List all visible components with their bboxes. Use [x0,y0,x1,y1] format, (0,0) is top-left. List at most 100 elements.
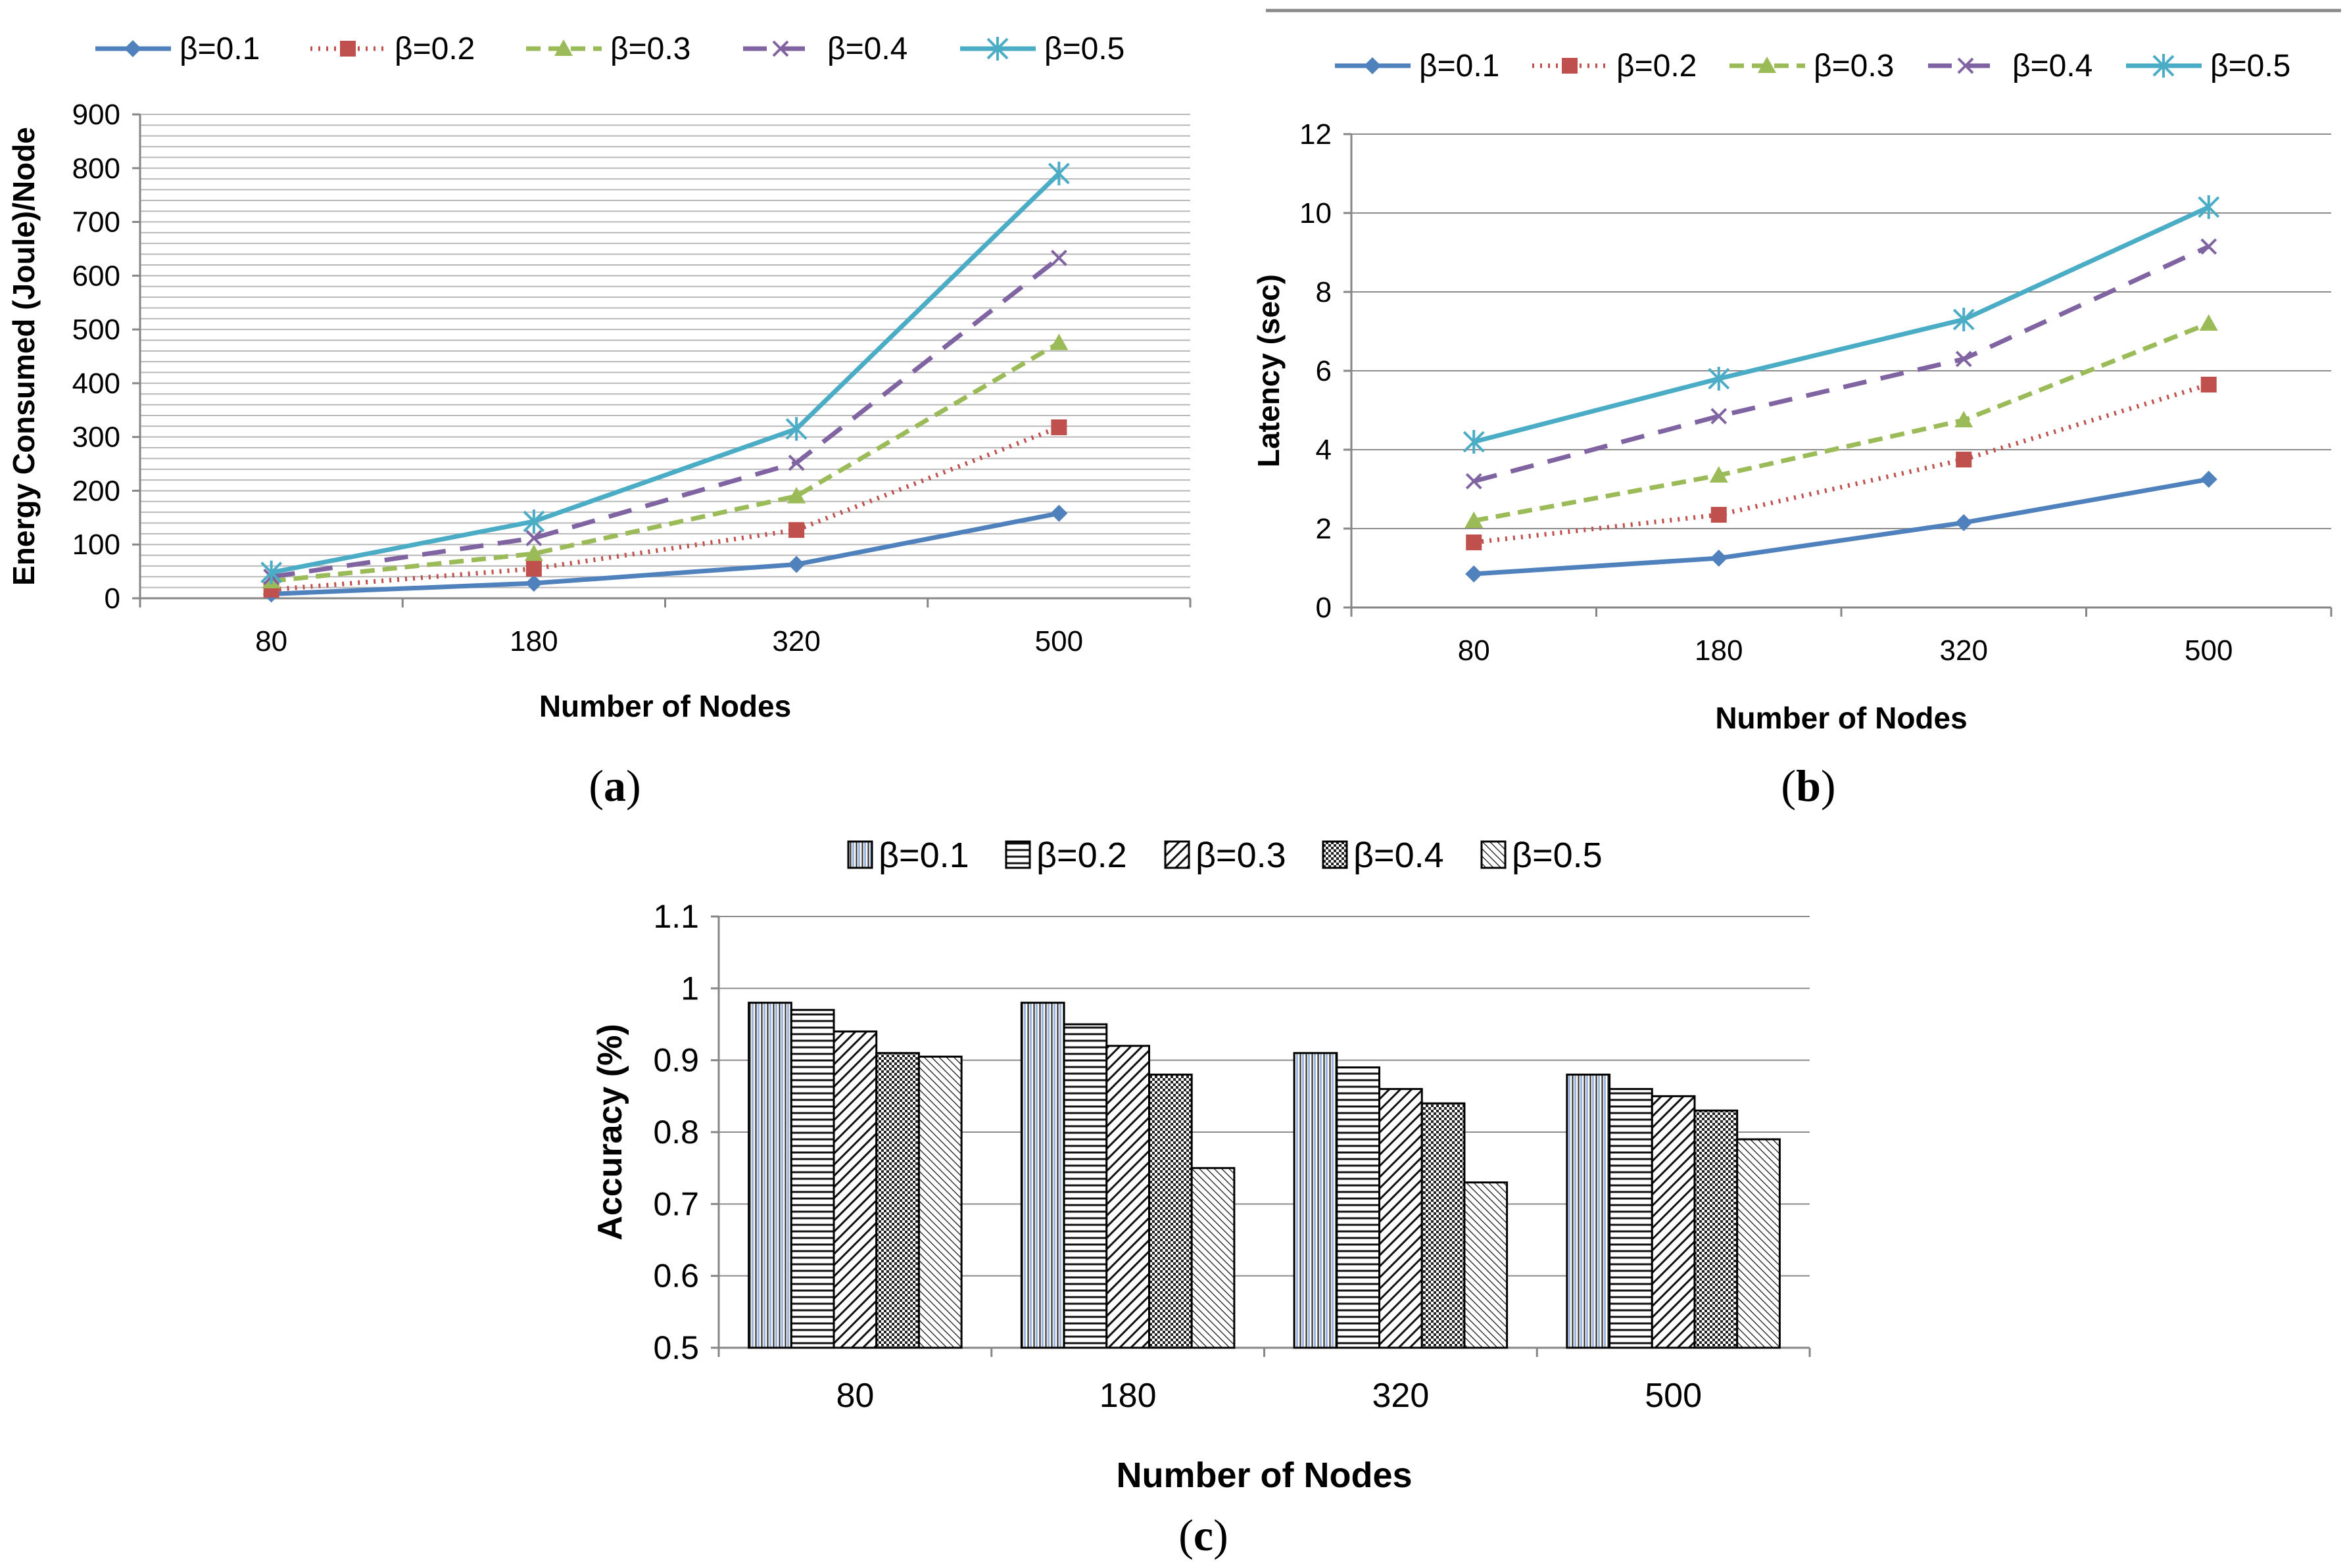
bar-beta-5 [1736,1138,1781,1349]
data-point-beta-4-stroke [525,529,543,546]
legend-label: β=0.4 [2012,49,2092,83]
legend-label: β=0.2 [1616,49,1697,83]
y-tick-label: 4 [1316,434,1332,466]
legend-marker-beta-4-stroke [1957,57,1974,74]
data-point-beta-2 [1956,452,1972,467]
data-point-beta-3 [524,544,543,561]
x-tick-label: 320 [772,625,820,657]
data-point-beta-4 [1465,473,1482,490]
y-tick-label: 800 [72,153,120,185]
data-point-beta-3 [2199,314,2218,331]
y-tick-label: 500 [72,314,120,346]
x-tick-label: 180 [1695,634,1743,667]
data-point-beta-2 [525,561,542,577]
data-point-beta-1 [1710,550,1728,567]
series-line-beta-3 [1473,321,2210,523]
data-point-beta-1 [525,575,543,592]
caption-paren: ) [626,761,641,811]
data-point-beta-5 [2198,195,2220,219]
y-tick-label: 0 [1316,592,1332,624]
y-tick-label: 0.6 [653,1258,699,1295]
data-point-beta-4 [788,454,805,471]
series-line-beta-1 [271,511,1060,596]
caption-paren: ) [1821,761,1836,811]
data-point-beta-2 [1051,419,1067,435]
x-tick-label: 80 [255,625,287,657]
y-tick-label: 600 [72,260,120,292]
bar-beta-2 [1608,1087,1653,1349]
panel-caption: (a) [589,761,641,811]
series-line-beta-5 [1473,204,2210,444]
y-tick-label: 1 [681,970,699,1007]
y-axis-title: Accuracy (%) [591,1024,629,1240]
y-tick-label: 2 [1316,513,1332,545]
legend-marker-beta-4 [1957,57,1974,74]
y-tick-label: 0.5 [653,1329,699,1366]
bar-beta-5 [1463,1181,1509,1349]
data-point-beta-2 [788,522,805,538]
legend-swatch-beta-4 [1322,840,1348,869]
x-tick-label: 500 [2185,634,2233,667]
x-tick-label: 500 [1035,625,1083,657]
y-axis-title: Latency (sec) [1251,274,1286,467]
panel-caption: (b) [1781,761,1835,811]
y-tick-label: 300 [72,421,120,454]
panel-b-latency-chart: 0 2 4 6 8 10 12 80 180 320 500 Number of Nodes Laten… [1251,49,2333,811]
series-line-beta-2 [1473,382,2210,545]
data-point-beta-5 [1708,367,1730,391]
y-axis-title: Energy Consumed (Joule)/Node [7,127,41,586]
bar-beta-4 [875,1052,920,1349]
legend-swatch-beta-2 [1005,840,1031,869]
bar-beta-1 [748,1001,792,1349]
x-tick-label: 320 [1372,1377,1429,1415]
x-tick-label: 80 [1458,634,1490,667]
data-point-beta-3 [1954,411,1973,427]
bar-beta-5 [917,1055,963,1349]
legend-marker-beta-1 [124,40,141,57]
y-tick-label: 6 [1316,355,1332,387]
caption-letter: a [604,761,626,811]
y-tick-label: 10 [1299,197,1332,229]
data-point-beta-5 [785,417,808,441]
y-tick-label: 0.8 [653,1114,699,1151]
legend-label: β=0.2 [395,32,475,66]
legend-marker-beta-4-stroke [772,40,789,57]
data-point-beta-4-stroke [1710,408,1728,425]
y-tick-label: 200 [72,475,120,507]
data-point-beta-4 [2200,238,2217,255]
y-tick-label: 700 [72,206,120,239]
x-tick-label: 180 [1100,1377,1157,1415]
y-tick-label: 8 [1316,276,1332,308]
bar-beta-1 [1293,1052,1338,1349]
legend-label: β=0.4 [827,32,907,66]
data-point-beta-4 [1050,249,1067,266]
bar-beta-2 [1063,1023,1108,1349]
legend-label: β=0.1 [1419,49,1499,83]
data-point-beta-2 [1710,507,1727,523]
legend-swatch-beta-3 [1164,840,1190,869]
legend-swatch-beta-1 [847,840,873,869]
caption-paren: ( [1781,761,1796,811]
y-tick-label: 12 [1299,118,1332,151]
caption-paren: ( [1178,1510,1194,1560]
data-point-beta-3 [1464,511,1484,528]
y-tick-label: 900 [72,99,120,131]
data-point-beta-1 [1955,514,1973,531]
legend-label: β=0.5 [1512,836,1603,875]
bar-beta-3 [1651,1095,1696,1349]
panel-caption: (c) [1178,1510,1228,1560]
bar-beta-1 [1020,1001,1065,1349]
series-line-beta-2 [271,425,1060,592]
panel-c-accuracy-chart: 0.5 0.6 0.7 0.8 0.9 1 1.1 80 180 320 500 Number of … [591,836,1811,1560]
series-line-beta-1 [1474,477,2210,577]
y-tick-label: 0.9 [653,1042,699,1079]
caption-letter: b [1796,761,1821,811]
legend-marker-beta-1 [1364,57,1381,74]
legend-marker-beta-3 [554,39,573,56]
legend-swatch-beta-5 [1480,840,1507,869]
data-point-beta-1 [2200,471,2217,488]
bar-beta-4 [1148,1074,1193,1349]
data-point-beta-4 [1710,408,1728,425]
